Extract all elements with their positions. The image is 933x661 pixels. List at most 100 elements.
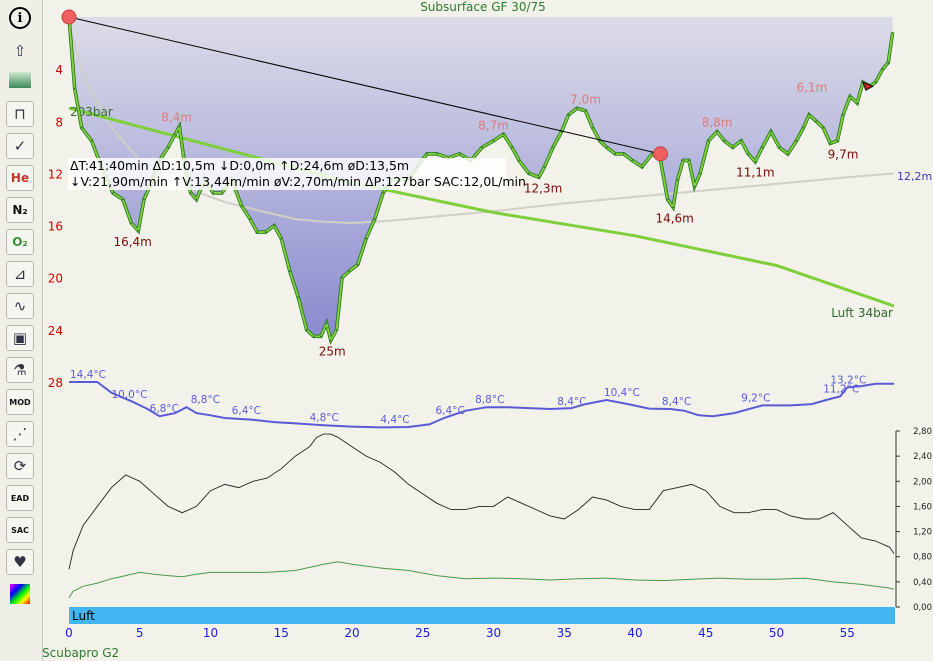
depth-point [622, 153, 625, 155]
time-tick-label: 50 [769, 626, 784, 640]
depth-point [289, 270, 291, 273]
depth-point [280, 237, 283, 240]
depth-point [481, 146, 484, 149]
depth-extreme-label: 16,4m [113, 235, 151, 249]
depth-point [112, 192, 114, 194]
profile-toolbar: i ⇧ ⊓ ✓ He N₂ O₂ ⊿ ∿ ▣ ⚗ MOD ⋰ ⟳ EAD SAC ♥ [0, 0, 43, 661]
calc-ceiling-button[interactable]: ⊓ [6, 101, 34, 127]
depth-point [518, 159, 520, 162]
depth-point [707, 140, 710, 142]
temperature-label: 11,2°C [823, 383, 859, 395]
depth-pressure-button[interactable]: ⚗ [6, 357, 34, 383]
n2-toggle-button[interactable]: N₂ [6, 197, 34, 223]
temperature-label: 13,2°C [830, 374, 866, 386]
temperature-label: 8,4°C [662, 396, 691, 408]
ceiling-button[interactable]: ⇧ [6, 38, 34, 64]
depth-point [122, 198, 124, 201]
depth-point [178, 125, 181, 128]
mod-toggle-button[interactable]: MOD [6, 389, 34, 415]
he-toggle-button[interactable]: He [6, 165, 34, 191]
depth-point [256, 231, 259, 233]
tissue-button[interactable] [6, 67, 34, 93]
depth-point [651, 153, 653, 155]
temperature-label: 6,4°C [232, 405, 261, 417]
depth-point [273, 224, 276, 227]
depth-point [436, 153, 438, 155]
info-button[interactable]: i [6, 5, 34, 31]
ruler-end-handle[interactable] [653, 146, 669, 162]
depth-pressure-icon: ⚗ [13, 361, 27, 379]
depth-point [341, 276, 343, 279]
heatmap-button[interactable] [6, 581, 34, 607]
depth-point [335, 329, 338, 331]
depth-point [822, 127, 824, 129]
heatmap-icon [10, 584, 30, 604]
temperature-label: 9,2°C [741, 392, 770, 404]
depth-extreme-label: 25m [319, 344, 346, 358]
depth-point [716, 130, 718, 133]
depth-point [631, 159, 633, 162]
depth-extreme-label: 7,0m [570, 92, 601, 106]
ceiling-icon: ⇧ [13, 42, 27, 60]
depth-point [373, 218, 376, 220]
temperature-label: 8,4°C [557, 396, 586, 408]
temperature-label: 10,0°C [111, 389, 147, 401]
depth-point [754, 160, 757, 163]
depth-point [891, 31, 894, 34]
ead-toggle-button[interactable]: EAD [6, 485, 34, 511]
heartrate-icon: ♥ [13, 553, 27, 571]
depth-extreme-label: 11,1m [736, 166, 774, 180]
calc-ceiling-icon: ⊓ [14, 105, 26, 123]
depth-point [682, 159, 684, 162]
ruler-start-handle[interactable] [61, 9, 77, 25]
time-tick-label: 35 [557, 626, 572, 640]
ascent-icon: ⟳ [13, 457, 27, 475]
depth-point [699, 172, 701, 175]
depth-point [73, 87, 76, 90]
depth-extreme-label: 12,3m [524, 181, 562, 195]
temperature-label: 8,8°C [475, 394, 504, 406]
tank-pressure-line [68, 106, 895, 308]
depth-point [313, 335, 315, 338]
temperature-line [69, 381, 894, 429]
time-tick-label: 30 [486, 626, 501, 640]
photo-button[interactable]: ▣ [6, 325, 34, 351]
depth-point [591, 127, 594, 129]
depth-point [492, 140, 495, 142]
depth-point [195, 198, 198, 201]
o2-toggle-button[interactable]: O₂ [6, 229, 34, 255]
ruler-info-line1: ΔT:41:40min ΔD:10,5m ↓D:0,0m ↑D:24,6m øD… [70, 158, 410, 173]
dive-planner-icon: ✓ [13, 137, 27, 155]
depth-tick-label: 4 [55, 63, 63, 77]
ruler-info-line2: ↓V:21,90m/min ↑V:13,44m/min øV:2,70m/min… [70, 174, 526, 189]
heartrate-button[interactable]: ♥ [6, 549, 34, 575]
temperature-label: 4,4°C [380, 414, 409, 426]
temperature-label: 4,8°C [310, 412, 339, 424]
dive-planner-button[interactable]: ✓ [6, 133, 34, 159]
profile-line-button[interactable]: ∿ [6, 293, 34, 319]
time-tick-label: 20 [344, 626, 359, 640]
gas-bar-label: Luft [72, 609, 95, 623]
sac-toggle-button[interactable]: SAC [6, 517, 34, 543]
depth-extreme-label: 8,7m [478, 118, 509, 132]
depth-point [502, 133, 505, 136]
depth-point [567, 114, 570, 116]
pp-tick-label: 0,00 [913, 603, 932, 613]
npd-button[interactable]: ⋰ [6, 421, 34, 447]
depth-point [770, 130, 772, 133]
depth-point [778, 146, 781, 149]
depth-point [849, 95, 851, 98]
ascent-button[interactable]: ⟳ [6, 453, 34, 479]
surface-flag-icon [862, 81, 875, 91]
depth-point [130, 222, 133, 224]
depth-point [528, 172, 530, 175]
depth-point [740, 140, 742, 142]
temperature-label: 8,8°C [191, 394, 220, 406]
depth-point [693, 185, 696, 188]
depth-point [330, 339, 332, 342]
info-icon: i [9, 7, 31, 29]
depth-area [69, 17, 893, 341]
chart-title: Subsurface GF 30/75 [420, 0, 546, 14]
depth-point [538, 176, 540, 179]
ruler-button[interactable]: ⊿ [6, 261, 34, 287]
